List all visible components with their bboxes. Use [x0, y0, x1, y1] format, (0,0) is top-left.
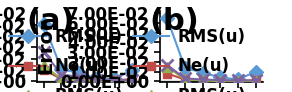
Text: (a): (a)	[26, 7, 75, 36]
Text: (b): (b)	[150, 7, 199, 36]
Y-axis label: Error: Error	[36, 19, 55, 74]
Legend: RMS(u), Ne(u), RMS(μ), Ne(μ): RMS(u), Ne(u), RMS(μ), Ne(μ)	[1, 19, 131, 92]
Legend: RMS(u), Ne(u), RMS(μ), Ne(μ): RMS(u), Ne(u), RMS(μ), Ne(μ)	[124, 19, 254, 92]
